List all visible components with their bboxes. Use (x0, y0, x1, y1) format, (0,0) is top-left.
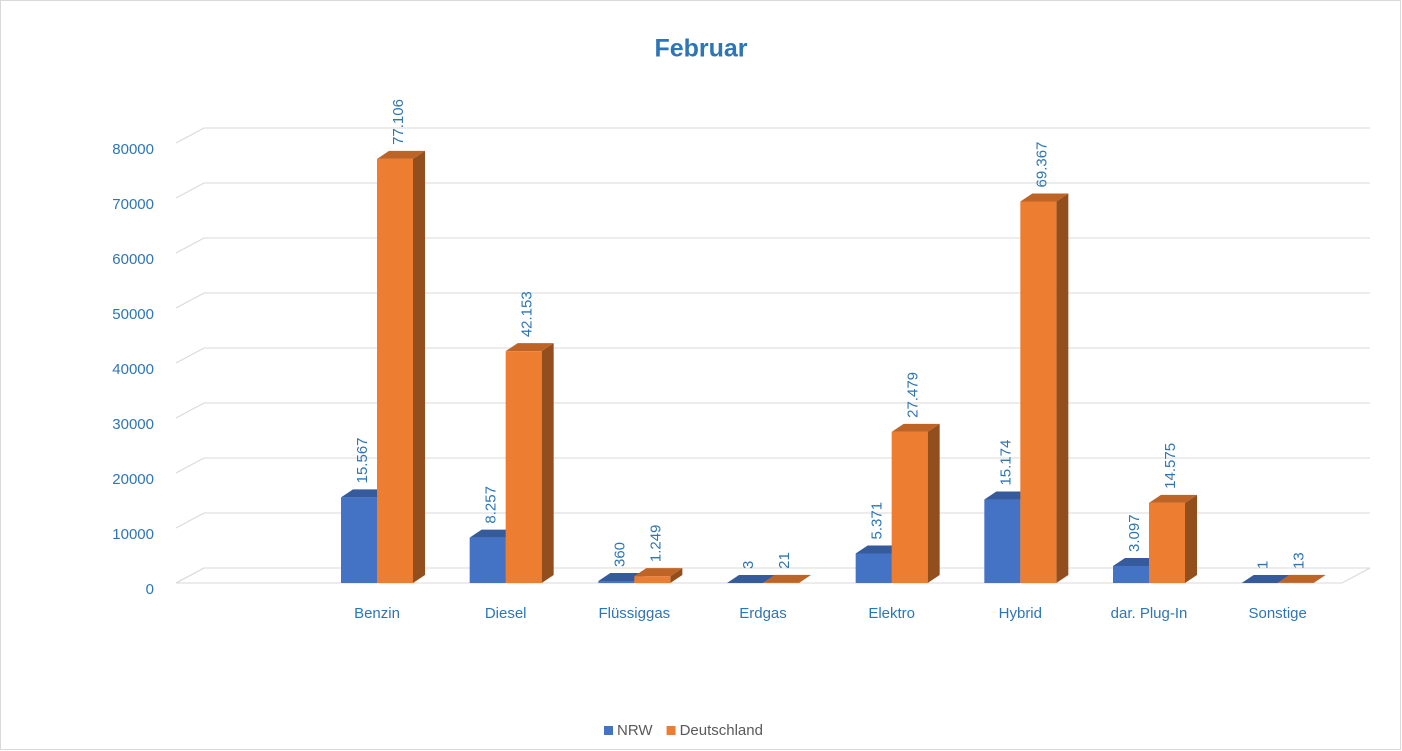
y-tick-label: 70000 (112, 196, 154, 213)
data-label: 8.257 (483, 486, 500, 524)
data-label: 42.153 (519, 291, 536, 337)
x-tick-label: Benzin (354, 605, 400, 622)
bar-side (1056, 193, 1069, 583)
data-label: 3.097 (1126, 514, 1143, 552)
grid-line (175, 402, 1370, 419)
data-label: 13 (1291, 552, 1308, 569)
bar-side (670, 568, 683, 583)
data-label: 27.479 (905, 372, 922, 418)
data-label: 14.575 (1162, 443, 1179, 489)
bar-top (763, 574, 811, 583)
data-label: 360 (611, 542, 628, 567)
bar-front (1113, 565, 1149, 583)
x-tick-label: Erdgas (739, 605, 787, 622)
bar (1020, 193, 1069, 583)
data-label: 21 (776, 552, 793, 569)
bar (763, 574, 811, 583)
data-label: 5.371 (869, 502, 886, 540)
bar-front (341, 497, 377, 583)
data-label: 69.367 (1033, 142, 1050, 188)
y-tick-label: 60000 (112, 251, 154, 268)
bar-front (634, 576, 671, 583)
bar-front (377, 158, 413, 584)
bar-side (541, 343, 554, 583)
data-label: 15.567 (354, 437, 371, 483)
grid-line (175, 457, 1370, 474)
bar-top (1149, 494, 1197, 503)
data-label: 3 (740, 561, 757, 569)
bar (1149, 494, 1197, 583)
bar (891, 423, 940, 583)
chart-title: Februar (654, 35, 747, 63)
bar-top (634, 568, 683, 577)
x-tick-label: Elektro (868, 605, 915, 622)
y-tick-label: 80000 (112, 141, 154, 158)
bar-top (377, 150, 425, 159)
bar-top (891, 423, 940, 432)
legend-label: NRW (617, 722, 653, 739)
grid-line (175, 292, 1370, 309)
data-label: 77.106 (390, 99, 407, 145)
y-tick-label: 50000 (112, 306, 154, 323)
bar-top (1241, 574, 1290, 583)
bar-side (927, 423, 940, 583)
bar-front (1020, 201, 1057, 583)
y-tick-label: 0 (146, 581, 154, 598)
legend-label: Deutschland (680, 722, 763, 739)
data-label: 1.249 (647, 525, 664, 563)
x-tick-label: Diesel (485, 605, 527, 622)
bar-front (984, 499, 1021, 583)
y-tick-label: 10000 (112, 526, 154, 543)
grid-line (175, 182, 1370, 199)
grid-line (175, 512, 1370, 529)
y-tick-label: 30000 (112, 416, 154, 433)
x-tick-label: Sonstige (1248, 605, 1306, 622)
y-tick-label: 40000 (112, 361, 154, 378)
bar (377, 150, 425, 584)
legend-swatch (666, 726, 676, 735)
x-tick-label: dar. Plug-In (1111, 605, 1188, 622)
legend-swatch (604, 726, 613, 735)
bar-front (891, 431, 928, 583)
bar-front (855, 553, 892, 583)
y-tick-label: 20000 (112, 471, 154, 488)
bar-top (727, 574, 775, 583)
data-label: 15.174 (997, 440, 1014, 486)
bar-top (1020, 193, 1069, 202)
x-tick-label: Hybrid (999, 605, 1042, 622)
bar-side (1313, 574, 1326, 583)
bar-top (1277, 574, 1326, 583)
bar-front (598, 581, 635, 583)
bar (505, 343, 554, 583)
bar-side (799, 574, 811, 583)
grid-line (175, 567, 1370, 584)
data-label: 1 (1255, 561, 1272, 569)
bar-front (505, 351, 542, 583)
grid-line (175, 237, 1370, 254)
grid-line (175, 127, 1370, 144)
bar-front (1149, 502, 1185, 583)
bar-side (1185, 494, 1197, 583)
bar-side (413, 150, 425, 584)
bar (1277, 574, 1326, 583)
x-tick-label: Flüssiggas (598, 605, 670, 622)
bar (634, 568, 683, 583)
grid-line (175, 347, 1370, 364)
bar-top (505, 343, 554, 352)
bar-front (469, 537, 506, 583)
